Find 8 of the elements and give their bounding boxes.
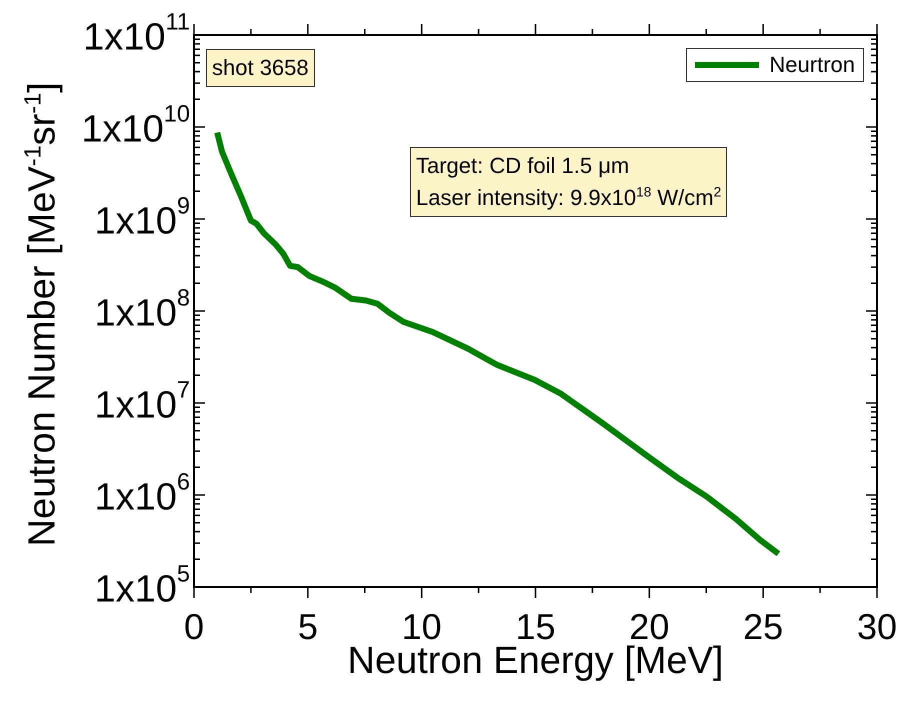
x-tick-label: 25 (743, 606, 784, 647)
annotation: Target: CD foil 1.5 μm (416, 153, 630, 178)
annotation: shot 3658 (206, 49, 315, 87)
x-tick-label: 0 (184, 606, 204, 647)
x-tick-label: 30 (856, 606, 898, 647)
x-tick-label: 5 (298, 606, 318, 647)
legend-label: Neurtron (769, 52, 855, 78)
annotation: Laser intensity: 9.9x10$^{18}$ W/cm$^{2}$ (416, 184, 722, 210)
